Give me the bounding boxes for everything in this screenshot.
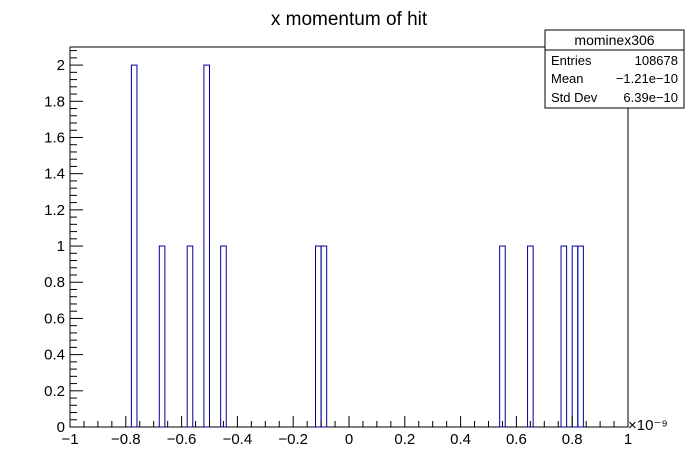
y-tick-label: 2 [57, 57, 65, 74]
y-tick-label: 1.2 [44, 202, 65, 219]
histogram-bin [130, 64, 138, 428]
histogram-bin [186, 245, 194, 428]
y-tick-label: 0.2 [44, 383, 65, 400]
stats-entries-value: 108678 [635, 53, 678, 68]
stats-box: mominex306 Entries 108678 Mean −1.21e−10… [544, 29, 685, 109]
x-tick-label: −0.8 [111, 431, 141, 448]
stats-mean-label: Mean [551, 71, 584, 86]
x-tick-label: 0.8 [562, 431, 583, 448]
histogram-bin [320, 245, 328, 428]
histogram-bars [130, 64, 584, 428]
stats-box-title: mominex306 [574, 32, 654, 48]
x-tick-label: −0.4 [223, 431, 253, 448]
x-tick-label: 0 [345, 431, 353, 448]
chart-title: x momentum of hit [271, 9, 428, 30]
stats-stddev-value: 6.39e−10 [623, 90, 678, 105]
stats-box-frame [544, 29, 685, 109]
histogram-bin [499, 245, 506, 428]
x-axis-exponent: ×10⁻⁹ [628, 417, 668, 434]
x-tick-label: −0.6 [167, 431, 197, 448]
x-tick-label: 0.4 [450, 431, 471, 448]
stats-mean-value: −1.21e−10 [616, 71, 678, 86]
histogram-bin [158, 245, 166, 428]
y-tick-label: 0 [57, 419, 65, 436]
histogram-bin [203, 64, 210, 428]
x-tick-label: 1 [624, 431, 632, 448]
x-tick-label: −0.2 [278, 431, 308, 448]
x-axis: −1 −0.8 −0.6 −0.4 −0.2 0 0.2 0.4 0.6 0.8 1 [61, 416, 632, 448]
histogram-bin [560, 245, 568, 428]
y-tick-label: 0.8 [44, 274, 65, 291]
y-axis: 0 0.2 0.4 0.6 0.8 1 1.2 1.4 1.6 1.8 2 [44, 50, 83, 436]
y-tick-label: 0.4 [44, 347, 65, 364]
stats-entries-label: Entries [551, 53, 592, 68]
x-tick-label: 0.2 [394, 431, 415, 448]
y-tick-label: 1.4 [44, 166, 65, 183]
y-tick-label: 1.8 [44, 93, 65, 110]
histogram-bin [220, 245, 227, 428]
x-tick-label: 0.6 [506, 431, 527, 448]
histogram-bin [527, 245, 534, 428]
plot-frame [69, 46, 629, 428]
y-tick-label: 1 [57, 238, 65, 255]
histogram-bin [577, 245, 584, 428]
y-tick-label: 1.6 [44, 129, 65, 146]
histogram-bin [571, 245, 579, 428]
x-tick-label: −1 [61, 431, 78, 448]
stats-stddev-label: Std Dev [551, 90, 598, 105]
y-tick-label: 0.6 [44, 310, 65, 327]
plot-area [69, 46, 629, 428]
histogram-bin [315, 245, 322, 428]
